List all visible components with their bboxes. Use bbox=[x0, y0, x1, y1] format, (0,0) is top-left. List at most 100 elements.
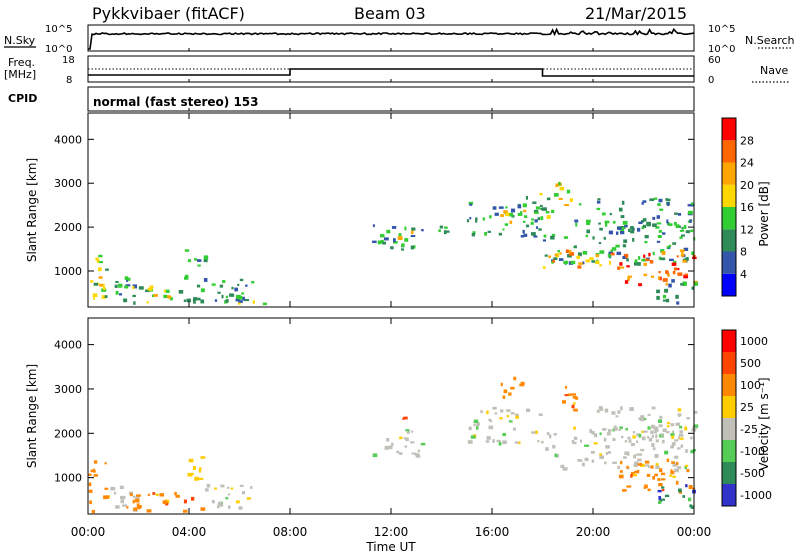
velocity-cell bbox=[132, 495, 136, 499]
velocity-cell bbox=[488, 418, 492, 422]
power-cell bbox=[546, 215, 551, 219]
power-cell bbox=[90, 280, 94, 283]
power-cell bbox=[627, 277, 630, 281]
power-cell bbox=[674, 212, 678, 215]
power-cell bbox=[586, 229, 591, 234]
velocity-cell bbox=[410, 430, 414, 433]
power-cell bbox=[186, 298, 191, 303]
velocity-cell bbox=[396, 450, 400, 454]
velocity-cell bbox=[670, 470, 675, 475]
velocity-cell bbox=[538, 413, 543, 416]
velocity-cell bbox=[410, 441, 415, 444]
velocity-cell bbox=[632, 435, 636, 439]
velocity-cell bbox=[652, 475, 656, 480]
power-cell bbox=[683, 274, 689, 279]
velocity-cell bbox=[644, 460, 650, 464]
power-cell bbox=[502, 228, 505, 231]
velocity-cell bbox=[678, 434, 684, 437]
power-cell bbox=[616, 251, 622, 256]
power-cell bbox=[623, 253, 629, 256]
velocity-cell bbox=[672, 475, 676, 478]
power-cell bbox=[665, 282, 668, 286]
power-cell bbox=[551, 233, 556, 237]
power-cell bbox=[605, 223, 608, 227]
power-cell bbox=[119, 293, 122, 296]
power-cell bbox=[656, 222, 662, 225]
velocity-cell bbox=[690, 505, 694, 509]
power-cell bbox=[469, 217, 472, 220]
velocity-cell bbox=[589, 429, 592, 433]
power-cell bbox=[410, 245, 414, 250]
velocity-cell bbox=[238, 506, 243, 510]
velocity-cell bbox=[657, 478, 661, 481]
power-ytick-label: 2000 bbox=[54, 221, 82, 234]
velocity-cell bbox=[637, 458, 642, 462]
velocity-cell bbox=[619, 426, 623, 429]
power-cell bbox=[124, 276, 129, 280]
velocity-cell bbox=[684, 465, 688, 470]
power-cell bbox=[391, 226, 397, 229]
velocity-cell bbox=[629, 407, 634, 411]
power-cell bbox=[665, 270, 669, 274]
power-cell bbox=[509, 212, 514, 217]
power-cell bbox=[98, 261, 103, 264]
power-cell bbox=[444, 226, 448, 229]
power-colorbar-swatch bbox=[722, 118, 736, 141]
velocity-cell bbox=[399, 436, 403, 440]
power-cell bbox=[169, 297, 173, 301]
velocity-cell bbox=[607, 451, 612, 454]
velocity-cell bbox=[640, 417, 644, 422]
velocity-cell bbox=[545, 447, 549, 451]
velocity-cell bbox=[205, 488, 209, 492]
velocity-cell bbox=[146, 509, 152, 513]
power-cell bbox=[638, 283, 643, 287]
power-cell bbox=[642, 218, 647, 222]
velocity-cell bbox=[198, 467, 202, 470]
velocity-colorbar-tick: -1000 bbox=[740, 489, 772, 502]
velocity-cell bbox=[508, 392, 512, 396]
power-yticks: 4000 3000 2000 1000 bbox=[54, 133, 694, 278]
velocity-cell bbox=[655, 434, 658, 439]
power-cell bbox=[466, 219, 470, 223]
power-cell bbox=[132, 294, 136, 298]
power-cell bbox=[598, 222, 601, 225]
velocity-cell bbox=[659, 468, 663, 473]
velocity-cell bbox=[672, 463, 678, 467]
power-cell bbox=[517, 204, 522, 209]
power-cell bbox=[413, 245, 416, 249]
velocity-cell bbox=[510, 412, 515, 415]
power-cell bbox=[126, 279, 129, 282]
time-tick-label: 00:00 bbox=[71, 525, 106, 539]
velocity-cell bbox=[637, 463, 642, 466]
velocity-cell bbox=[602, 428, 607, 431]
velocity-cell bbox=[134, 498, 140, 503]
velocity-cell bbox=[657, 419, 663, 423]
velocity-cell bbox=[621, 435, 624, 439]
power-cell bbox=[563, 260, 569, 264]
velocity-cell bbox=[480, 410, 483, 414]
power-cell bbox=[237, 302, 241, 305]
velocity-cell bbox=[627, 436, 631, 440]
velocity-cell bbox=[489, 420, 493, 423]
power-cell bbox=[553, 193, 557, 197]
power-cell bbox=[96, 259, 100, 263]
velocity-cell bbox=[676, 480, 679, 485]
velocity-colorbar-tick: 100 bbox=[740, 379, 761, 392]
nsky-tick-bottom: 10^0 bbox=[45, 44, 72, 55]
date-title: 21/Mar/2015 bbox=[585, 4, 687, 23]
velocity-cell bbox=[642, 430, 648, 433]
velocity-cell bbox=[476, 422, 480, 426]
velocity-cell bbox=[470, 435, 476, 439]
velocity-cell bbox=[404, 445, 408, 448]
nave-tick-bottom: 0 bbox=[708, 75, 714, 86]
power-cell bbox=[545, 211, 550, 214]
power-cell bbox=[124, 285, 129, 289]
power-cell bbox=[133, 301, 136, 305]
power-cell bbox=[662, 294, 667, 299]
power-cell bbox=[237, 283, 240, 287]
velocity-cell bbox=[403, 437, 407, 440]
power-cell bbox=[517, 212, 523, 216]
power-cell bbox=[163, 289, 166, 293]
power-cell bbox=[203, 255, 209, 260]
power-cell bbox=[238, 295, 243, 300]
